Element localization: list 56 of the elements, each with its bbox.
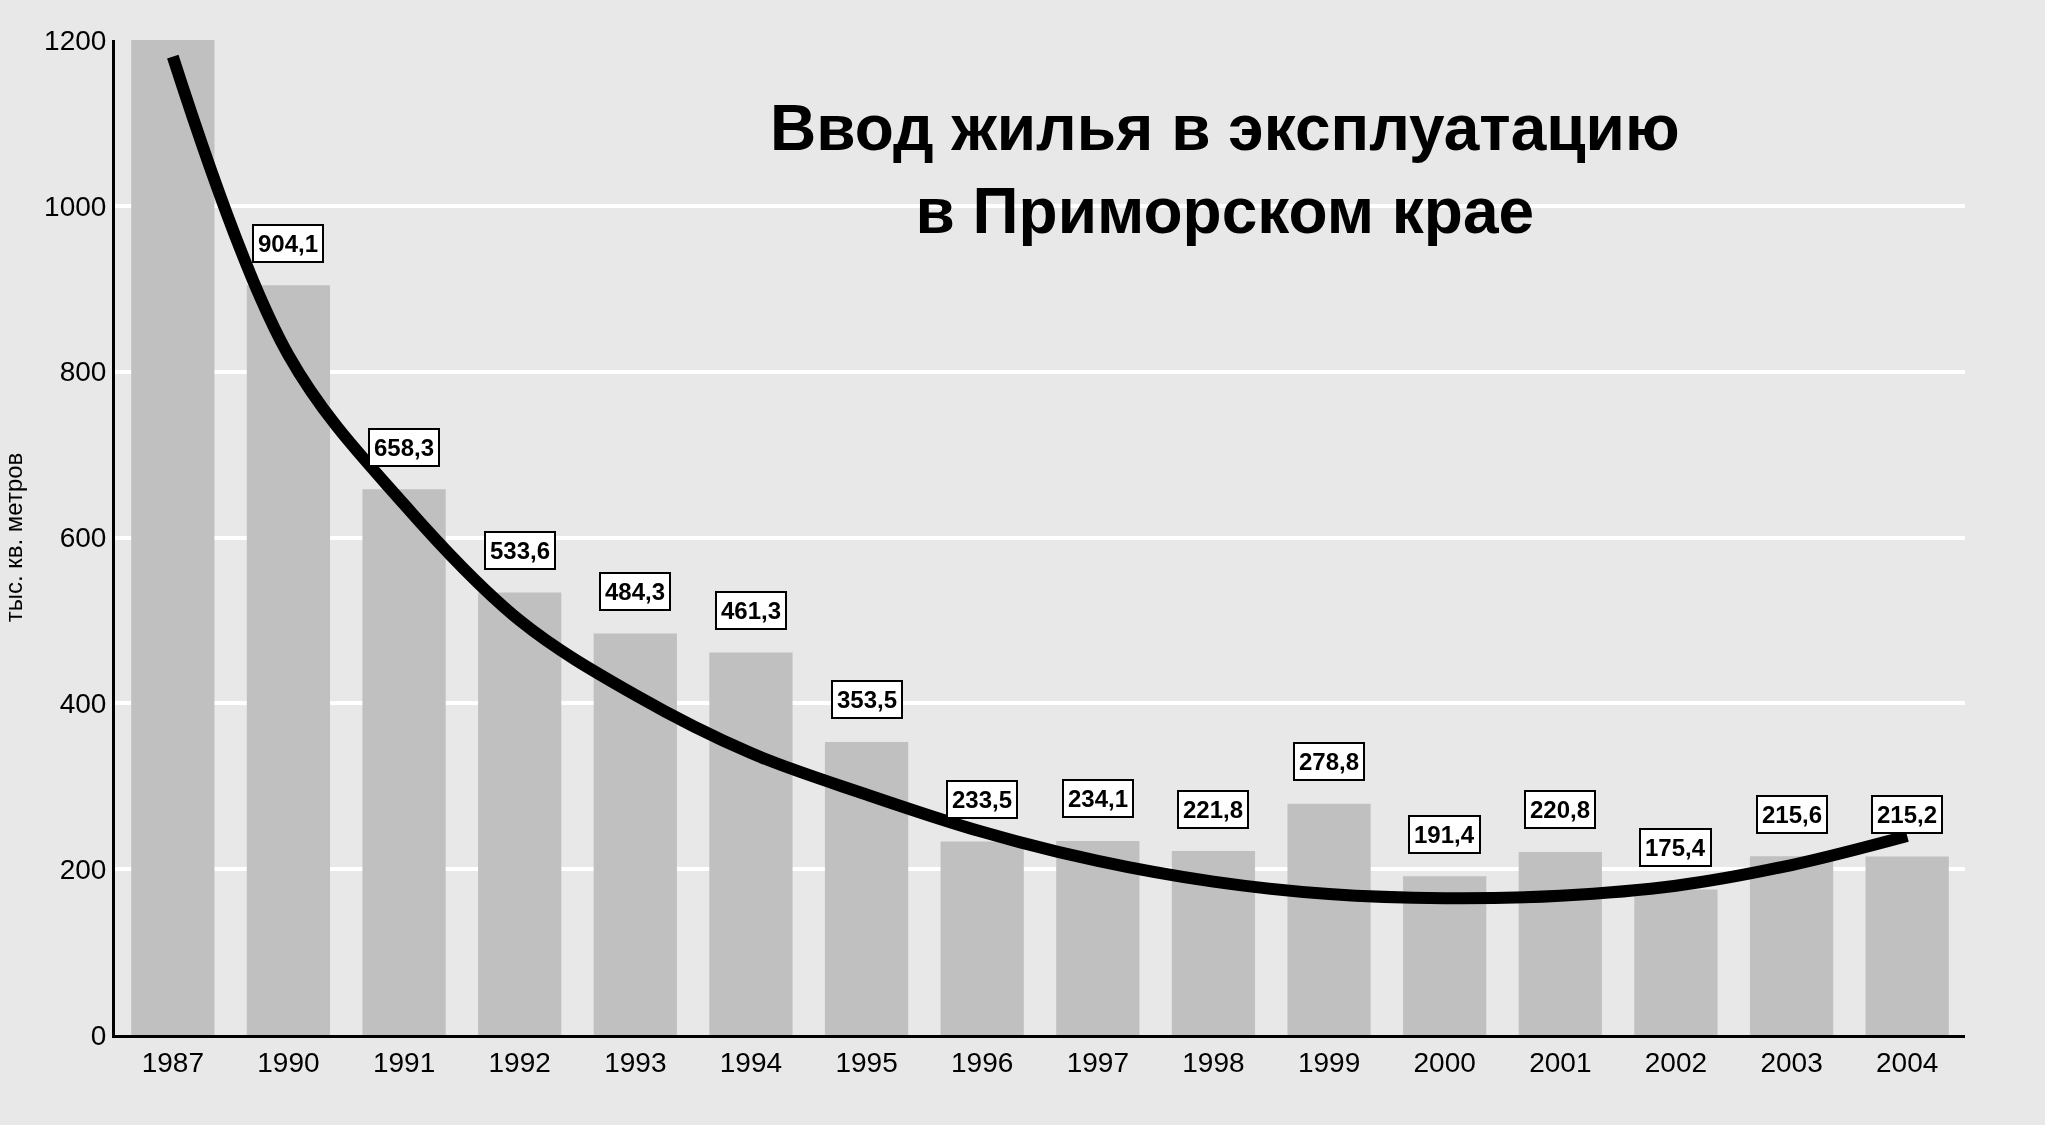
data-label: 904,1 bbox=[258, 230, 319, 257]
bar bbox=[1865, 856, 1949, 1035]
x-tick-label: 1996 bbox=[951, 1046, 1014, 1078]
data-label: 191,4 bbox=[1414, 821, 1475, 848]
bar bbox=[362, 489, 446, 1035]
y-tick-label: 800 bbox=[59, 356, 107, 388]
bar bbox=[709, 652, 793, 1035]
x-tick-label: 1997 bbox=[1066, 1046, 1129, 1078]
x-tick-label: 1992 bbox=[488, 1046, 551, 1078]
data-label: 220,8 bbox=[1530, 796, 1591, 823]
data-label: 215,6 bbox=[1762, 801, 1823, 828]
x-tick-label: 1998 bbox=[1182, 1046, 1245, 1078]
bar bbox=[1287, 803, 1371, 1035]
bar bbox=[246, 285, 331, 1035]
bar bbox=[1171, 851, 1256, 1035]
bar bbox=[940, 841, 1024, 1035]
x-tick-label: 1993 bbox=[604, 1046, 667, 1078]
y-tick-label: 1200 bbox=[44, 24, 107, 56]
bar bbox=[593, 633, 677, 1035]
x-tick-label: 1991 bbox=[372, 1046, 436, 1078]
x-tick-label: 2000 bbox=[1413, 1046, 1476, 1078]
x-tick-label: 1995 bbox=[835, 1046, 898, 1078]
bar bbox=[1403, 876, 1487, 1035]
y-tick-label: 600 bbox=[59, 522, 107, 554]
x-tick-label: 2001 bbox=[1529, 1046, 1592, 1078]
text: Ввод жилья в эксплуатацию в Приморском крае bbox=[770, 92, 1680, 248]
x-tick-label: 1999 bbox=[1297, 1046, 1361, 1078]
data-label: 533,6 bbox=[490, 537, 551, 564]
data-label: 484,3 bbox=[605, 578, 666, 605]
data-label: 215,2 bbox=[1877, 801, 1938, 828]
bar bbox=[1518, 851, 1602, 1035]
data-label: 234,1 bbox=[1068, 785, 1129, 812]
data-label: 175,4 bbox=[1645, 834, 1706, 861]
data-label: 461,3 bbox=[721, 597, 782, 624]
y-tick-label: 0 bbox=[90, 1019, 107, 1051]
y-tick-label: 1000 bbox=[44, 190, 107, 222]
y-tick-label: 200 bbox=[59, 853, 107, 885]
data-label: 221,8 bbox=[1183, 796, 1244, 823]
x-tick-label: 2002 bbox=[1644, 1046, 1708, 1078]
bar bbox=[824, 741, 909, 1035]
data-label: 353,5 bbox=[837, 686, 898, 713]
data-label: 278,8 bbox=[1299, 748, 1360, 775]
y-axis-title: тыс. кв. метров bbox=[0, 452, 28, 623]
bar bbox=[1749, 856, 1834, 1035]
x-tick-label: 2004 bbox=[1876, 1046, 1939, 1078]
data-label: 233,5 bbox=[952, 786, 1013, 813]
x-tick-label: 1990 bbox=[257, 1046, 320, 1078]
x-tick-label: 1987 bbox=[141, 1046, 204, 1078]
y-tick-label: 400 bbox=[59, 688, 107, 720]
bar bbox=[1634, 889, 1718, 1035]
data-label: 658,3 bbox=[374, 434, 435, 461]
x-tick-label: 2003 bbox=[1760, 1046, 1823, 1078]
x-tick-label: 1994 bbox=[719, 1046, 783, 1078]
bar bbox=[131, 40, 215, 1035]
bar bbox=[1056, 840, 1140, 1035]
bar bbox=[478, 592, 562, 1035]
